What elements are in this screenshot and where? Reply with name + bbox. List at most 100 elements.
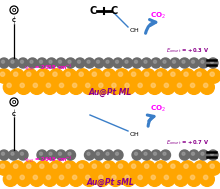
Circle shape (187, 172, 201, 186)
Circle shape (94, 150, 104, 160)
Circle shape (62, 69, 77, 83)
Circle shape (79, 72, 83, 76)
Circle shape (75, 58, 85, 68)
Circle shape (10, 98, 18, 106)
Circle shape (33, 175, 37, 180)
Circle shape (170, 58, 180, 68)
Circle shape (164, 175, 169, 180)
Circle shape (116, 152, 119, 155)
Circle shape (62, 161, 77, 175)
Circle shape (94, 58, 104, 68)
Circle shape (125, 83, 129, 88)
Circle shape (158, 164, 162, 168)
Circle shape (33, 83, 37, 88)
Circle shape (0, 161, 11, 175)
Circle shape (191, 60, 194, 63)
Circle shape (161, 150, 170, 160)
Circle shape (13, 72, 18, 76)
Circle shape (0, 164, 5, 168)
Circle shape (11, 152, 14, 155)
Circle shape (121, 80, 136, 94)
Circle shape (123, 58, 132, 68)
Circle shape (177, 175, 182, 180)
Circle shape (106, 60, 109, 63)
Circle shape (112, 83, 116, 88)
Circle shape (125, 175, 129, 180)
Circle shape (95, 172, 110, 186)
Circle shape (75, 161, 90, 175)
Circle shape (145, 164, 149, 168)
Circle shape (206, 161, 220, 175)
Circle shape (46, 175, 51, 180)
Circle shape (138, 175, 142, 180)
Circle shape (200, 80, 214, 94)
Circle shape (204, 83, 208, 88)
Circle shape (20, 60, 24, 63)
Circle shape (66, 164, 70, 168)
Circle shape (147, 172, 162, 186)
Circle shape (16, 80, 31, 94)
Circle shape (0, 69, 11, 83)
Circle shape (154, 60, 156, 63)
Circle shape (99, 175, 103, 180)
Circle shape (151, 150, 161, 160)
Circle shape (108, 80, 123, 94)
Circle shape (68, 60, 71, 63)
Circle shape (211, 152, 213, 155)
Circle shape (128, 161, 142, 175)
Circle shape (97, 60, 99, 63)
Circle shape (154, 69, 169, 83)
Circle shape (141, 58, 152, 68)
Circle shape (40, 152, 42, 155)
Circle shape (184, 72, 188, 76)
Circle shape (36, 161, 51, 175)
Circle shape (72, 175, 77, 180)
Circle shape (182, 152, 185, 155)
Circle shape (211, 60, 213, 63)
Circle shape (112, 175, 116, 180)
Circle shape (56, 172, 70, 186)
Circle shape (2, 152, 4, 155)
Circle shape (197, 164, 201, 168)
Circle shape (103, 58, 114, 68)
Circle shape (208, 58, 218, 68)
Circle shape (208, 150, 218, 160)
Circle shape (141, 150, 152, 160)
Circle shape (134, 172, 149, 186)
Text: $E_{onset}$ = +0.3 V: $E_{onset}$ = +0.3 V (166, 46, 210, 55)
Circle shape (79, 164, 83, 168)
Circle shape (103, 150, 114, 160)
Circle shape (125, 60, 128, 63)
Circle shape (23, 161, 37, 175)
Circle shape (193, 69, 208, 83)
Circle shape (49, 152, 52, 155)
Circle shape (131, 72, 136, 76)
Circle shape (182, 60, 185, 63)
Circle shape (87, 152, 90, 155)
Circle shape (134, 60, 138, 63)
Circle shape (113, 58, 123, 68)
Circle shape (128, 69, 142, 83)
Circle shape (66, 150, 75, 160)
Circle shape (18, 150, 28, 160)
Circle shape (68, 152, 71, 155)
Circle shape (190, 175, 195, 180)
Circle shape (46, 58, 57, 68)
Circle shape (113, 150, 123, 160)
Circle shape (16, 172, 31, 186)
Circle shape (172, 60, 176, 63)
Circle shape (82, 80, 96, 94)
Circle shape (40, 72, 44, 76)
Circle shape (75, 69, 90, 83)
Circle shape (134, 152, 138, 155)
Circle shape (180, 58, 189, 68)
Circle shape (27, 72, 31, 76)
Text: OH: OH (130, 132, 140, 136)
Circle shape (20, 152, 24, 155)
Text: C: C (12, 19, 16, 23)
Circle shape (102, 69, 116, 83)
Text: CO$_2$: CO$_2$ (150, 104, 166, 114)
Circle shape (177, 83, 182, 88)
Text: CO$_2$: CO$_2$ (150, 11, 166, 21)
Circle shape (171, 164, 175, 168)
